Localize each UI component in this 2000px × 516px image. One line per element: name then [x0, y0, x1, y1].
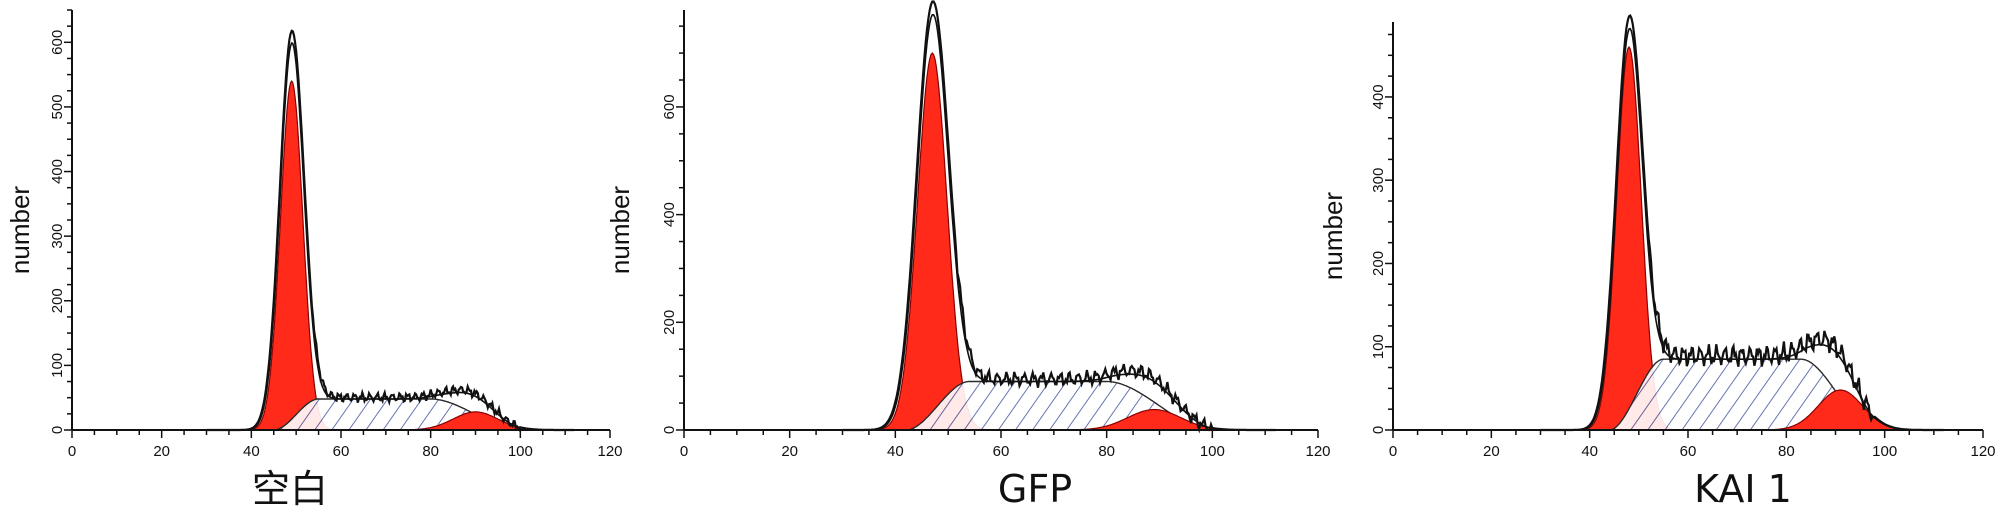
- x-tick-label: 40: [887, 443, 904, 460]
- y-axis-title: number: [1318, 192, 1348, 280]
- observed-histogram-line: [1540, 14, 1944, 432]
- y-tick-label: 0: [49, 426, 66, 434]
- x-tick-label: 100: [508, 443, 533, 460]
- observed-histogram-line: [206, 29, 575, 432]
- x-tick-label: 20: [781, 443, 798, 460]
- x-tick-label: 120: [1970, 443, 1995, 460]
- x-tick-label: 80: [1098, 443, 1115, 460]
- x-tick-label: 100: [1200, 443, 1225, 460]
- y-tick-label: 300: [1370, 168, 1387, 193]
- histogram-panel-3: 0 20 40 60 80 100 120 0 100 200 300 400 number KAI 1: [1318, 14, 1996, 511]
- y-tick-label: 300: [49, 224, 66, 249]
- g1-peak-area: [842, 52, 1276, 431]
- y-tick-label: 400: [49, 159, 66, 184]
- x-tick-label: 40: [1581, 443, 1598, 460]
- x-tick-label: 20: [153, 443, 170, 460]
- y-tick-label: 400: [661, 202, 678, 227]
- y-tick-label: 200: [49, 288, 66, 313]
- x-tick-label: 60: [993, 443, 1010, 460]
- y-tick-label: 100: [49, 353, 66, 378]
- x-tick-label: 0: [68, 443, 76, 460]
- y-tick-label: 200: [1370, 251, 1387, 276]
- x-tick-label: 120: [597, 443, 622, 460]
- g1-peak-area: [206, 79, 575, 431]
- y-tick-label: 500: [49, 94, 66, 119]
- x-tick-label: 0: [1389, 443, 1397, 460]
- x-tick-label: 0: [680, 443, 688, 460]
- observed-histogram-line: [842, 0, 1276, 434]
- x-tick-label: 40: [243, 443, 260, 460]
- x-tick-label: 20: [1483, 443, 1500, 460]
- x-tick-label: 60: [1680, 443, 1697, 460]
- x-tick-label: 120: [1305, 443, 1330, 460]
- histogram-panel-1: 0 20 40 60 80 100 120 0 100 200 300 400 500 600 number…: [5, 9, 623, 511]
- y-tick-label: 400: [1370, 84, 1387, 109]
- y-tick-label: 600: [661, 94, 678, 119]
- x-tick-label: 80: [422, 443, 439, 460]
- y-axis-title: number: [605, 186, 635, 274]
- y-tick-label: 200: [661, 310, 678, 335]
- panel-title: GFP: [998, 467, 1072, 511]
- panel-title: KAI 1: [1694, 467, 1792, 511]
- model-fit-line: [206, 41, 575, 431]
- y-tick-label: 0: [1370, 426, 1387, 434]
- x-tick-label: 100: [1872, 443, 1897, 460]
- histogram-panel-2: 0 20 40 60 80 100 120 0 200 400 600 number GFP: [605, 0, 1331, 511]
- y-tick-label: 100: [1370, 334, 1387, 359]
- x-tick-label: 80: [1778, 443, 1795, 460]
- y-axis-title: number: [5, 186, 35, 274]
- panel-title: 空白: [252, 467, 328, 511]
- y-tick-label: 600: [49, 30, 66, 55]
- y-tick-label: 0: [661, 426, 678, 434]
- x-tick-label: 60: [333, 443, 350, 460]
